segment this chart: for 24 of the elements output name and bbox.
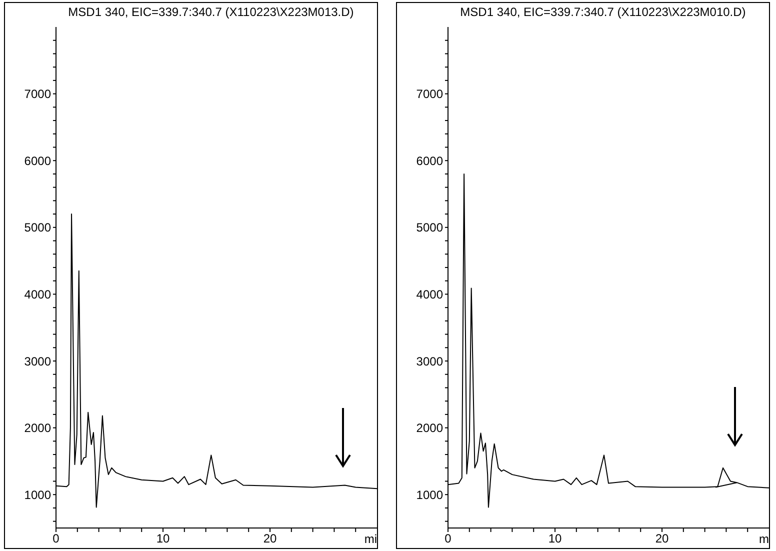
x-tick-label: 20 (655, 532, 669, 546)
y-tick-label: 2000 (24, 421, 52, 436)
y-tick-label: 4000 (416, 287, 444, 302)
x-axis-title: m (759, 532, 769, 546)
chart-title: MSD1 340, EIC=339.7:340.7 (X110223\X223M013.D) (67, 5, 355, 19)
x-tick-label: 0 (52, 532, 60, 546)
x-tick-label: 20 (263, 532, 277, 546)
x-tick-label: 0 (444, 532, 452, 546)
y-tick-label: 2000 (416, 421, 444, 436)
y-tick-label: 7000 (416, 87, 444, 102)
y-tick-label: 3000 (416, 354, 444, 368)
y-tick-label: 4000 (24, 287, 52, 302)
y-tick-label: 6000 (24, 154, 52, 168)
y-tick-label: 5000 (416, 220, 444, 235)
y-tick-label: 6000 (416, 154, 444, 168)
y-tick-label: 1000 (416, 488, 444, 502)
chart-title: MSD1 340, EIC=339.7:340.7 (X110223\X223M010.D) (459, 5, 747, 19)
x-axis-title: mi (364, 532, 377, 546)
y-tick-label: 3000 (24, 354, 52, 368)
x-tick-label: 10 (548, 532, 562, 546)
y-tick-label: 1000 (24, 488, 52, 502)
y-tick-label: 5000 (24, 220, 52, 235)
x-tick-label: 10 (156, 532, 170, 546)
y-tick-label: 7000 (24, 87, 52, 102)
